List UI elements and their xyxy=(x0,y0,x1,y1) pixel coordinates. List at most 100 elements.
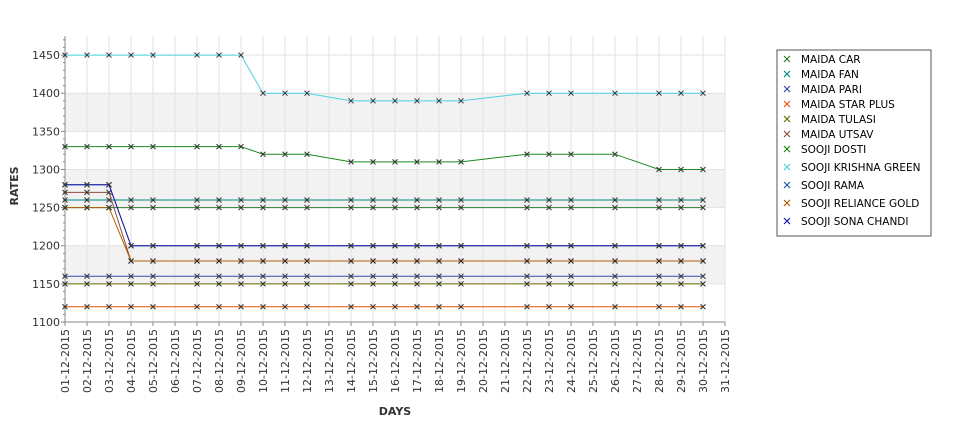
data-point xyxy=(128,242,134,249)
data-point xyxy=(282,303,288,310)
data-point xyxy=(656,258,662,264)
data-point xyxy=(348,197,354,203)
data-point xyxy=(150,242,156,249)
data-point xyxy=(656,204,662,211)
data-point xyxy=(194,143,200,150)
data-point xyxy=(546,197,552,203)
data-point xyxy=(700,258,706,264)
data-point xyxy=(304,90,310,97)
data-point xyxy=(414,258,420,264)
data-point xyxy=(546,303,552,310)
legend-marker xyxy=(783,181,791,189)
data-point xyxy=(62,281,68,287)
data-point xyxy=(260,303,266,310)
data-point xyxy=(458,258,464,264)
data-point xyxy=(84,52,90,58)
legend-item: MAIDA CAR xyxy=(783,54,861,66)
series-3 xyxy=(62,303,706,310)
series-line xyxy=(65,184,703,247)
data-point xyxy=(656,303,662,310)
data-point xyxy=(392,97,398,104)
data-point xyxy=(106,273,112,280)
series-line xyxy=(65,146,703,170)
data-point xyxy=(546,204,552,211)
data-point xyxy=(106,303,112,310)
data-point xyxy=(128,281,134,287)
x-tick-label: 12-12-2015 xyxy=(301,329,314,393)
data-point xyxy=(678,281,684,287)
y-tick-label: 1450 xyxy=(32,49,60,62)
data-point xyxy=(238,52,244,58)
x-tick-label: 16-12-2015 xyxy=(389,329,402,393)
data-point xyxy=(62,189,68,196)
data-point xyxy=(194,258,200,264)
y-tick-label: 1100 xyxy=(32,316,60,329)
y-tick-label: 1200 xyxy=(32,240,60,253)
x-tick-label: 24-12-2015 xyxy=(565,329,578,393)
legend-label: SOOJI RAMA xyxy=(801,180,865,192)
data-point xyxy=(128,273,134,280)
x-tick-label: 08-12-2015 xyxy=(213,329,226,393)
x-tick-label: 15-12-2015 xyxy=(367,329,380,393)
data-point xyxy=(436,258,442,264)
data-point xyxy=(106,204,112,211)
legend-marker xyxy=(783,55,791,63)
series-1 xyxy=(62,197,706,203)
legend-item: SOOJI RELIANCE GOLD xyxy=(783,198,919,210)
legend-marker xyxy=(783,199,791,207)
data-point xyxy=(216,197,222,203)
legend-item: SOOJI RAMA xyxy=(783,180,865,192)
data-point xyxy=(656,197,662,203)
data-point xyxy=(524,197,530,203)
legend-marker xyxy=(783,100,791,108)
data-point xyxy=(436,204,442,211)
x-tick-label: 22-12-2015 xyxy=(521,329,534,393)
data-point xyxy=(392,281,398,287)
data-point xyxy=(304,151,310,158)
data-point xyxy=(84,197,90,203)
data-point xyxy=(656,90,662,97)
data-point xyxy=(414,97,420,104)
data-point xyxy=(700,166,706,173)
data-point xyxy=(282,90,288,97)
data-point xyxy=(106,52,112,58)
data-point xyxy=(678,303,684,310)
data-point xyxy=(546,281,552,287)
data-point xyxy=(84,181,90,188)
legend-label: MAIDA CAR xyxy=(801,54,861,66)
data-point xyxy=(304,273,310,280)
data-point xyxy=(128,303,134,310)
legend-marker xyxy=(783,145,791,153)
data-point xyxy=(348,242,354,249)
data-point xyxy=(436,97,442,104)
legend-label: SOOJI RELIANCE GOLD xyxy=(801,198,919,210)
x-tick-label: 14-12-2015 xyxy=(345,329,358,393)
legend-item: MAIDA PARI xyxy=(783,84,862,96)
x-tick-label: 09-12-2015 xyxy=(235,329,248,393)
data-point xyxy=(458,281,464,287)
data-point xyxy=(348,281,354,287)
data-point xyxy=(612,242,618,249)
data-point xyxy=(678,273,684,280)
data-point xyxy=(238,242,244,249)
axes: 1100 1150 1200 1250 1300 1350 1400 1450 01-12-20… xyxy=(32,36,732,393)
data-point xyxy=(62,303,68,310)
data-point xyxy=(282,281,288,287)
data-point xyxy=(260,204,266,211)
data-point xyxy=(436,281,442,287)
data-point xyxy=(524,242,530,249)
data-point xyxy=(150,281,156,287)
data-point xyxy=(370,158,376,165)
series-9 xyxy=(62,204,706,264)
legend-label: MAIDA STAR PLUS xyxy=(801,99,895,111)
x-tick-label: 03-12-2015 xyxy=(103,329,116,393)
legend-item: SOOJI DOSTI xyxy=(783,144,866,156)
data-point xyxy=(304,281,310,287)
data-point xyxy=(656,166,662,173)
data-point xyxy=(612,204,618,211)
data-point xyxy=(348,97,354,104)
data-point xyxy=(150,143,156,150)
data-point xyxy=(436,273,442,280)
y-tick-label: 1300 xyxy=(32,163,60,176)
data-point xyxy=(194,52,200,58)
